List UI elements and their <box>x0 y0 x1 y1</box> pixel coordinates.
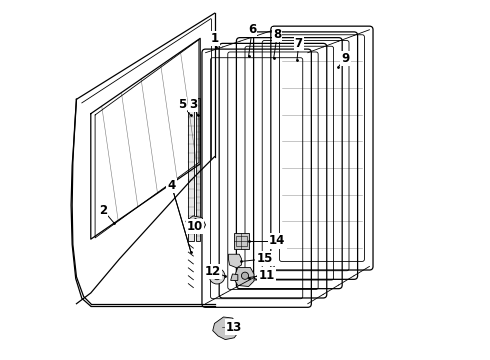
Text: 7: 7 <box>294 37 303 50</box>
Bar <box>234 233 249 249</box>
Text: 2: 2 <box>99 204 107 217</box>
Text: 15: 15 <box>257 252 273 265</box>
Polygon shape <box>228 254 242 268</box>
Bar <box>188 101 194 241</box>
Bar <box>196 98 200 241</box>
Polygon shape <box>213 317 240 339</box>
Text: 12: 12 <box>205 265 221 278</box>
Text: 5: 5 <box>178 98 186 111</box>
Text: 14: 14 <box>269 234 286 247</box>
Text: 10: 10 <box>187 220 203 233</box>
Text: 6: 6 <box>248 23 256 36</box>
Polygon shape <box>231 274 238 280</box>
Text: 13: 13 <box>226 320 243 333</box>
Polygon shape <box>186 216 205 234</box>
Text: 11: 11 <box>258 269 274 282</box>
Text: 8: 8 <box>273 28 281 41</box>
Bar <box>236 235 247 246</box>
Circle shape <box>242 272 248 279</box>
Circle shape <box>214 273 220 280</box>
Circle shape <box>191 221 198 228</box>
Text: 9: 9 <box>342 51 349 64</box>
Text: 4: 4 <box>168 179 175 192</box>
Text: 3: 3 <box>189 98 197 111</box>
Circle shape <box>209 268 225 284</box>
Text: 1: 1 <box>211 32 219 45</box>
Polygon shape <box>234 267 254 287</box>
